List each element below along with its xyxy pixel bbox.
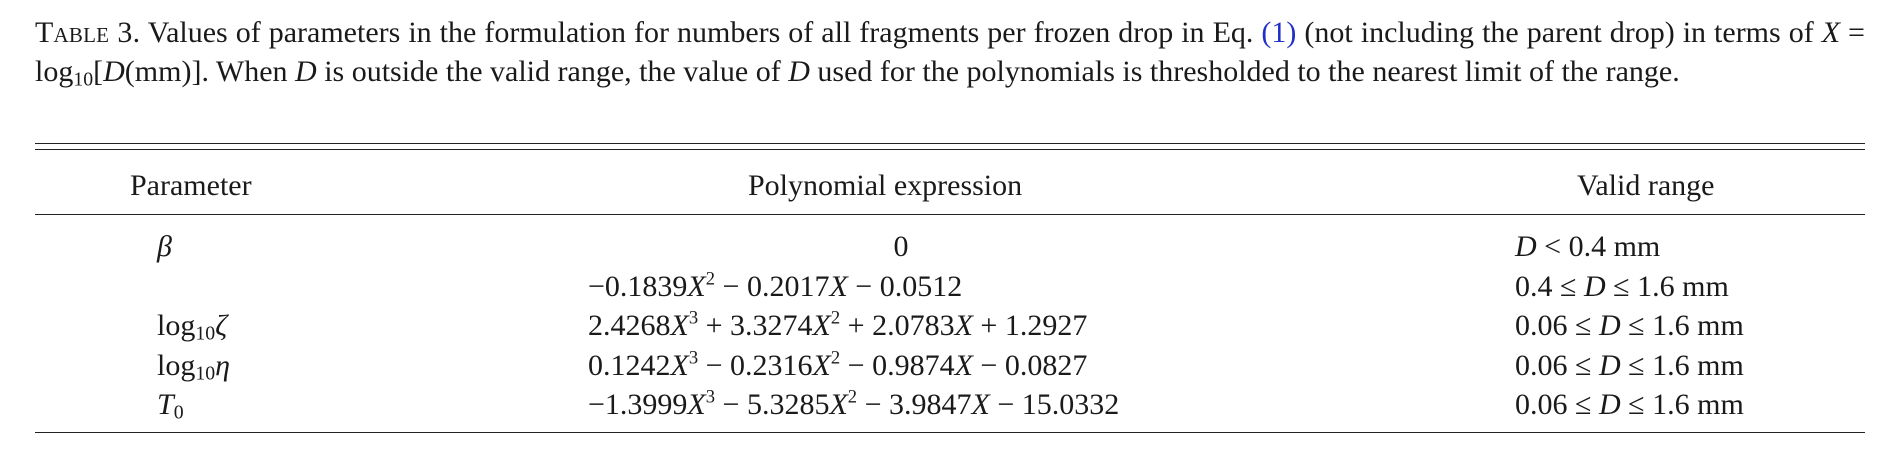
coef: − 3.9847: [857, 388, 972, 422]
header-divider-rule: [35, 214, 1865, 215]
log-text: log: [157, 348, 196, 382]
range-row-beta-high: 0.4 ≤ D ≤ 1.6 mm: [1515, 267, 1744, 307]
range-pre: 0.06 ≤: [1515, 388, 1599, 422]
range-post: ≤ 1.6 mm: [1620, 309, 1744, 343]
coef: 2.4268: [588, 309, 671, 343]
caption-var-d3: D: [788, 54, 810, 88]
coef: 0.1242: [588, 348, 671, 382]
param-empty: [157, 267, 230, 307]
beta-symbol: β: [157, 230, 172, 263]
var-x: X: [971, 388, 990, 422]
exp: 2: [705, 268, 716, 290]
var-d: D: [1598, 348, 1621, 382]
table-caption: Table 3. Values of parameters in the for…: [35, 14, 1865, 91]
coef: + 3.3274: [698, 309, 813, 343]
poly-row-t0: −1.3999X3 − 5.3285X2 − 3.9847X − 15.0332: [588, 385, 1214, 425]
range-pre: 0.06 ≤: [1515, 309, 1599, 343]
var-d: D: [1583, 269, 1606, 303]
log-sub: 10: [195, 362, 216, 385]
range-pre: 0.06 ≤: [1515, 348, 1599, 382]
log-text: log: [157, 309, 196, 343]
caption-text-1: Values of parameters in the formulation …: [140, 16, 1262, 49]
range-row-zeta: 0.06 ≤ D ≤ 1.6 mm: [1515, 306, 1744, 346]
coef: − 15.0332: [989, 388, 1120, 422]
var-x: X: [829, 269, 848, 303]
coef: + 1.2927: [972, 309, 1088, 343]
coef: − 0.2316: [698, 348, 813, 382]
param-log-eta: log10η: [157, 346, 230, 386]
coef: − 0.2017: [715, 269, 830, 303]
param-beta: β: [157, 227, 230, 267]
var-x: X: [954, 309, 973, 343]
t-sub: 0: [173, 401, 184, 424]
poly-row-beta-high: −0.1839X2 − 0.2017X − 0.0512: [588, 267, 1214, 307]
coef: −0.1839: [588, 269, 688, 303]
caption-var-d: D: [103, 54, 125, 88]
log-sub: 10: [195, 322, 216, 345]
caption-var-d2: D: [295, 54, 317, 88]
table-top-rule-second: [35, 149, 1865, 150]
exp: 3: [688, 307, 699, 329]
caption-unit: (mm)]. When: [124, 54, 296, 88]
caption-text-3: is outside the valid range, the value of: [316, 54, 789, 88]
coef: − 0.9874: [840, 348, 955, 382]
range-row-beta-low: D < 0.4 mm: [1515, 227, 1744, 267]
header-valid-range: Valid range: [1577, 169, 1715, 202]
header-parameter: Parameter: [130, 169, 252, 202]
var-x: X: [812, 309, 831, 343]
var-x: X: [670, 309, 689, 343]
caption-sub-10: 10: [73, 67, 94, 90]
param-t0: T0: [157, 385, 230, 425]
parameter-column: β log10ζ log10η T0: [157, 227, 230, 425]
caption-var-x: X: [1821, 16, 1841, 49]
zeta-symbol: ζ: [215, 309, 228, 343]
caption-bracket: [: [93, 54, 104, 88]
coef: − 5.3285: [715, 388, 830, 422]
var-d: D: [1598, 388, 1621, 422]
header-polynomial: Polynomial expression: [748, 169, 1023, 202]
caption-label: Table 3.: [35, 16, 141, 49]
var-x: X: [954, 348, 973, 382]
exp: 2: [830, 347, 841, 369]
var-d: D: [1598, 309, 1621, 343]
t-symbol: T: [157, 388, 174, 422]
range-post: ≤ 1.6 mm: [1620, 388, 1744, 422]
var-x: X: [687, 388, 706, 422]
range-text: < 0.4 mm: [1536, 230, 1661, 263]
coef: −1.3999: [588, 388, 688, 422]
poly-row-beta-low: 0: [588, 227, 1214, 267]
var-x: X: [812, 348, 831, 382]
eta-symbol: η: [215, 348, 231, 382]
var-d: D: [1515, 230, 1537, 263]
polynomial-column: 0 −0.1839X2 − 0.2017X − 0.0512 2.4268X3 …: [588, 227, 1214, 425]
equation-reference-link[interactable]: (1): [1261, 16, 1297, 49]
exp: 2: [830, 307, 841, 329]
caption-eq-sign: = log: [35, 16, 1865, 88]
var-x: X: [829, 388, 848, 422]
poly-row-eta: 0.1242X3 − 0.2316X2 − 0.9874X − 0.0827: [588, 346, 1214, 386]
range-row-eta: 0.06 ≤ D ≤ 1.6 mm: [1515, 346, 1744, 386]
exp: 3: [688, 347, 699, 369]
range-post: ≤ 1.6 mm: [1620, 348, 1744, 382]
poly-row-zeta: 2.4268X3 + 3.3274X2 + 2.0783X + 1.2927: [588, 306, 1214, 346]
range-row-t0: 0.06 ≤ D ≤ 1.6 mm: [1515, 385, 1744, 425]
coef: + 2.0783: [840, 309, 955, 343]
var-x: X: [670, 348, 689, 382]
caption-text-2: (not including the parent drop) in terms…: [1296, 16, 1822, 49]
coef: − 0.0512: [847, 269, 963, 303]
range-pre: 0.4 ≤: [1515, 269, 1584, 303]
table-bottom-rule: [35, 432, 1865, 433]
poly-zero: 0: [893, 230, 909, 263]
caption-text-4: used for the polynomials is thresholded …: [809, 54, 1680, 88]
table-top-rule: [35, 143, 1865, 144]
valid-range-column: D < 0.4 mm 0.4 ≤ D ≤ 1.6 mm 0.06 ≤ D ≤ 1…: [1515, 227, 1744, 425]
range-post: ≤ 1.6 mm: [1605, 269, 1729, 303]
var-x: X: [687, 269, 706, 303]
coef: − 0.0827: [972, 348, 1088, 382]
exp: 3: [705, 386, 716, 408]
param-log-zeta: log10ζ: [157, 306, 230, 346]
exp: 2: [847, 386, 858, 408]
